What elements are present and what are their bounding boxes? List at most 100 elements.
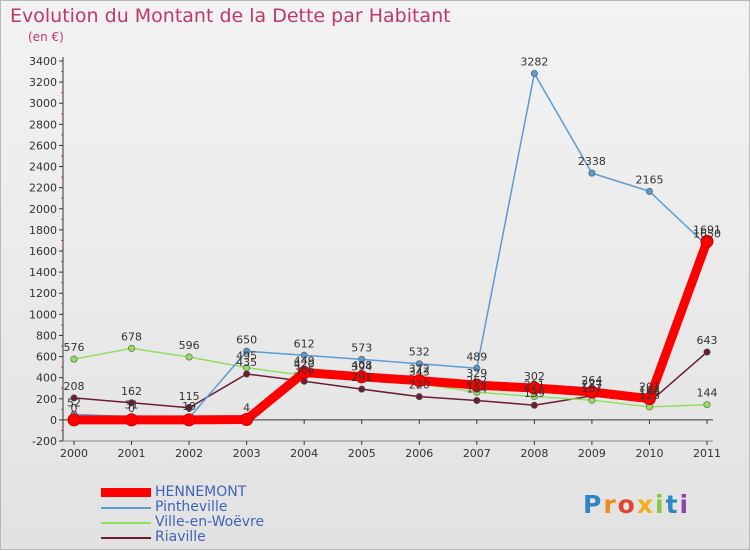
logo-letter: P (583, 490, 604, 519)
x-tick-label: 2009 (578, 447, 606, 460)
data-label: 435 (236, 356, 257, 369)
y-tick-label: 1000 (29, 308, 57, 321)
data-label: 372 (409, 363, 430, 376)
data-label: 2165 (635, 173, 663, 186)
data-label: 643 (697, 334, 718, 347)
x-tick-label: 2007 (463, 447, 491, 460)
y-tick-label: -200 (32, 435, 57, 448)
x-tick-label: 2004 (290, 447, 318, 460)
data-label: 123 (639, 389, 660, 402)
data-point (473, 364, 481, 372)
logo-letter: x (636, 490, 655, 519)
data-label: 1650 (693, 228, 721, 241)
data-label: 52 (67, 396, 81, 409)
data-point (67, 413, 81, 427)
y-tick-label: 2600 (29, 139, 57, 152)
data-point (355, 370, 369, 384)
x-tick-label: 2000 (60, 447, 88, 460)
data-label: 329 (466, 367, 487, 380)
data-label: 144 (697, 387, 718, 400)
data-point (243, 370, 251, 378)
data-point (300, 351, 308, 359)
legend-label: HENNEMONT (155, 484, 247, 500)
data-label: 612 (294, 337, 315, 350)
x-tick-label: 2008 (520, 447, 548, 460)
logo-letter: o (617, 490, 637, 519)
data-label: 264 (581, 374, 602, 387)
data-point (297, 365, 311, 379)
legend-label: Ville-en-Woëvre (155, 514, 265, 530)
data-label: 208 (64, 380, 85, 393)
data-label: 31 (125, 399, 139, 412)
data-point (642, 392, 656, 406)
logo-letter: i (679, 490, 691, 519)
data-label: 220 (409, 379, 430, 392)
data-point (470, 378, 484, 392)
data-label: 408 (351, 359, 372, 372)
data-label: 596 (179, 339, 200, 352)
y-tick-label: 3200 (29, 76, 57, 89)
data-point (182, 413, 196, 427)
data-label: 2338 (578, 155, 606, 168)
data-point (527, 381, 541, 395)
data-label: 3282 (520, 55, 548, 68)
data-point (700, 234, 714, 248)
data-label: 4 (243, 401, 250, 414)
proxiti-logo: Proxiti (583, 490, 690, 519)
legend-label: Riaville (155, 529, 206, 545)
y-tick-label: 800 (36, 329, 57, 342)
data-point (125, 413, 139, 427)
chart-title: Evolution du Montant de la Dette par Hab… (10, 5, 451, 27)
data-point (703, 401, 711, 409)
data-point (243, 347, 251, 355)
logo-letter: r (603, 490, 618, 519)
data-point (128, 399, 136, 407)
data-point (530, 69, 538, 77)
data-label: 139 (524, 387, 545, 400)
y-tick-label: 3000 (29, 97, 57, 110)
data-point (412, 374, 426, 388)
data-label: 532 (409, 346, 430, 359)
y-tick-label: 1200 (29, 287, 57, 300)
data-label: 343 (409, 366, 430, 379)
data-label: 262 (466, 374, 487, 387)
y-tick-label: 1800 (29, 224, 57, 237)
y-tick-label: 2000 (29, 203, 57, 216)
legend-swatch (101, 522, 151, 524)
data-point (588, 169, 596, 177)
y-tick-label: 1400 (29, 266, 57, 279)
data-label: 420 (294, 358, 315, 371)
data-point (530, 401, 538, 409)
data-label: 201 (639, 381, 660, 394)
y-tick-label: 1600 (29, 245, 57, 258)
data-point (645, 187, 653, 195)
logo-letter: t (665, 490, 680, 519)
y-tick-label: 2200 (29, 182, 57, 195)
data-label: 115 (179, 390, 200, 403)
x-tick-label: 2001 (118, 447, 146, 460)
data-point (185, 404, 193, 412)
data-label: 0 (128, 402, 135, 415)
data-label: 227 (581, 378, 602, 391)
data-label: 291 (351, 371, 372, 384)
data-label: 187 (581, 382, 602, 395)
y-tick-label: 600 (36, 351, 57, 364)
y-tick-label: 3400 (29, 55, 57, 68)
data-point (70, 355, 78, 363)
data-point (585, 385, 599, 399)
data-point (243, 364, 251, 372)
data-label: 168 (639, 384, 660, 397)
data-label: 162 (121, 385, 142, 398)
data-label: 221 (524, 379, 545, 392)
data-label: 0 (186, 402, 193, 415)
logo-letter: i (655, 490, 666, 519)
data-label: 0 (71, 402, 78, 415)
data-label: 678 (121, 330, 142, 343)
data-point (703, 348, 711, 356)
x-tick-label: 2003 (233, 447, 261, 460)
legend-swatch (101, 488, 151, 497)
data-label: 576 (64, 341, 85, 354)
data-label: 449 (294, 354, 315, 367)
y-tick-label: 2800 (29, 118, 57, 131)
y-tick-label: 400 (36, 372, 57, 385)
